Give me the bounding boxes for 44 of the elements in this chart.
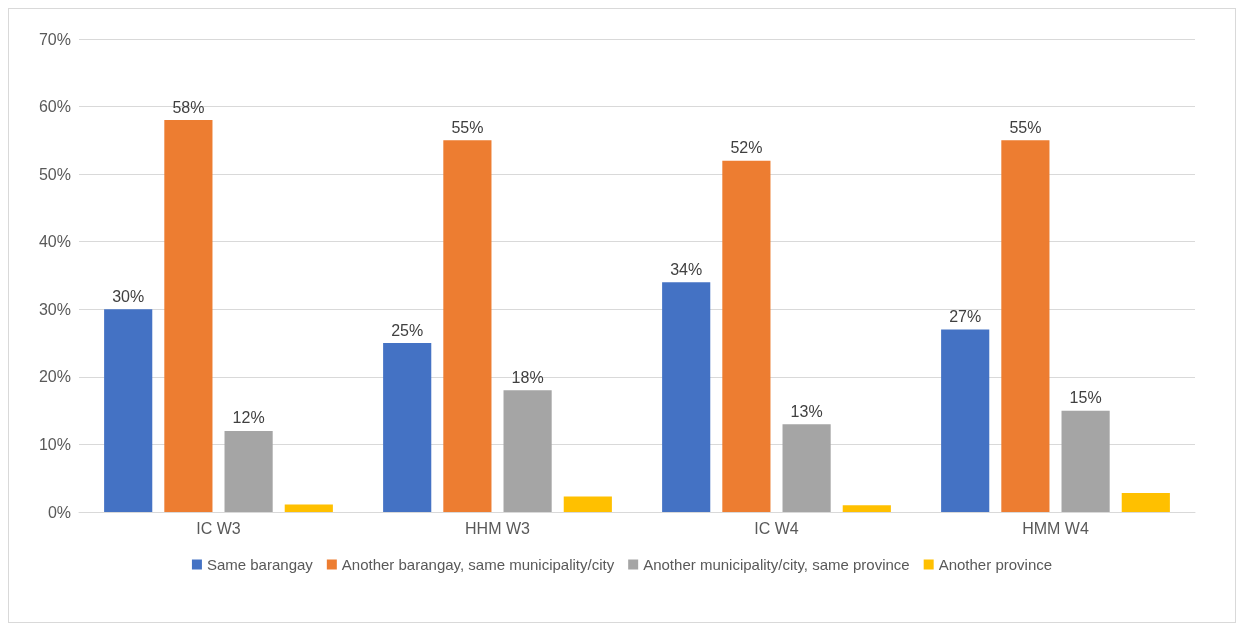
- data-label: 58%: [172, 98, 205, 116]
- data-label: 12%: [232, 409, 265, 427]
- data-label: 52%: [730, 139, 763, 157]
- y-tick-label: 20%: [38, 368, 71, 386]
- bar: [503, 390, 552, 512]
- data-label: 55%: [1009, 118, 1042, 136]
- bar: [224, 430, 273, 512]
- legend-label: Another barangay, same municipality/city: [341, 556, 615, 573]
- bar: [1001, 140, 1050, 512]
- bar: [563, 496, 612, 512]
- bar: [722, 160, 771, 512]
- bar: [1121, 493, 1170, 512]
- y-tick-label: 10%: [38, 435, 71, 453]
- y-tick-label: 70%: [38, 30, 71, 48]
- bar: [284, 504, 333, 512]
- data-label: 30%: [112, 287, 145, 305]
- bar: [1061, 410, 1110, 512]
- bar: [941, 329, 990, 512]
- bar: [164, 120, 213, 512]
- bar: [383, 343, 432, 512]
- data-label: 34%: [670, 260, 703, 278]
- bar: [104, 309, 153, 512]
- y-tick-label: 0%: [47, 503, 71, 521]
- x-tick-label: IC W4: [754, 519, 799, 537]
- data-label: 27%: [949, 308, 982, 326]
- bar: [842, 505, 891, 512]
- y-tick-label: 40%: [38, 233, 71, 251]
- data-label: 13%: [790, 402, 823, 420]
- data-label: 25%: [391, 321, 424, 339]
- data-label: 55%: [451, 118, 484, 136]
- x-tick-label: HMM W4: [1022, 519, 1089, 537]
- data-label: 15%: [1069, 389, 1102, 407]
- bar: [662, 282, 711, 512]
- legend-label: Same barangay: [206, 556, 314, 573]
- legend-label: Another province: [938, 556, 1053, 573]
- data-label: 18%: [511, 368, 544, 386]
- bar: [782, 424, 831, 512]
- legend-label: Another municipality/city, same province: [643, 556, 910, 573]
- x-tick-label: HHM W3: [465, 519, 531, 537]
- bar: [443, 140, 492, 512]
- x-tick-label: IC W3: [196, 519, 241, 537]
- y-tick-label: 50%: [38, 165, 71, 183]
- y-tick-label: 30%: [38, 300, 71, 318]
- y-tick-label: 60%: [38, 98, 71, 116]
